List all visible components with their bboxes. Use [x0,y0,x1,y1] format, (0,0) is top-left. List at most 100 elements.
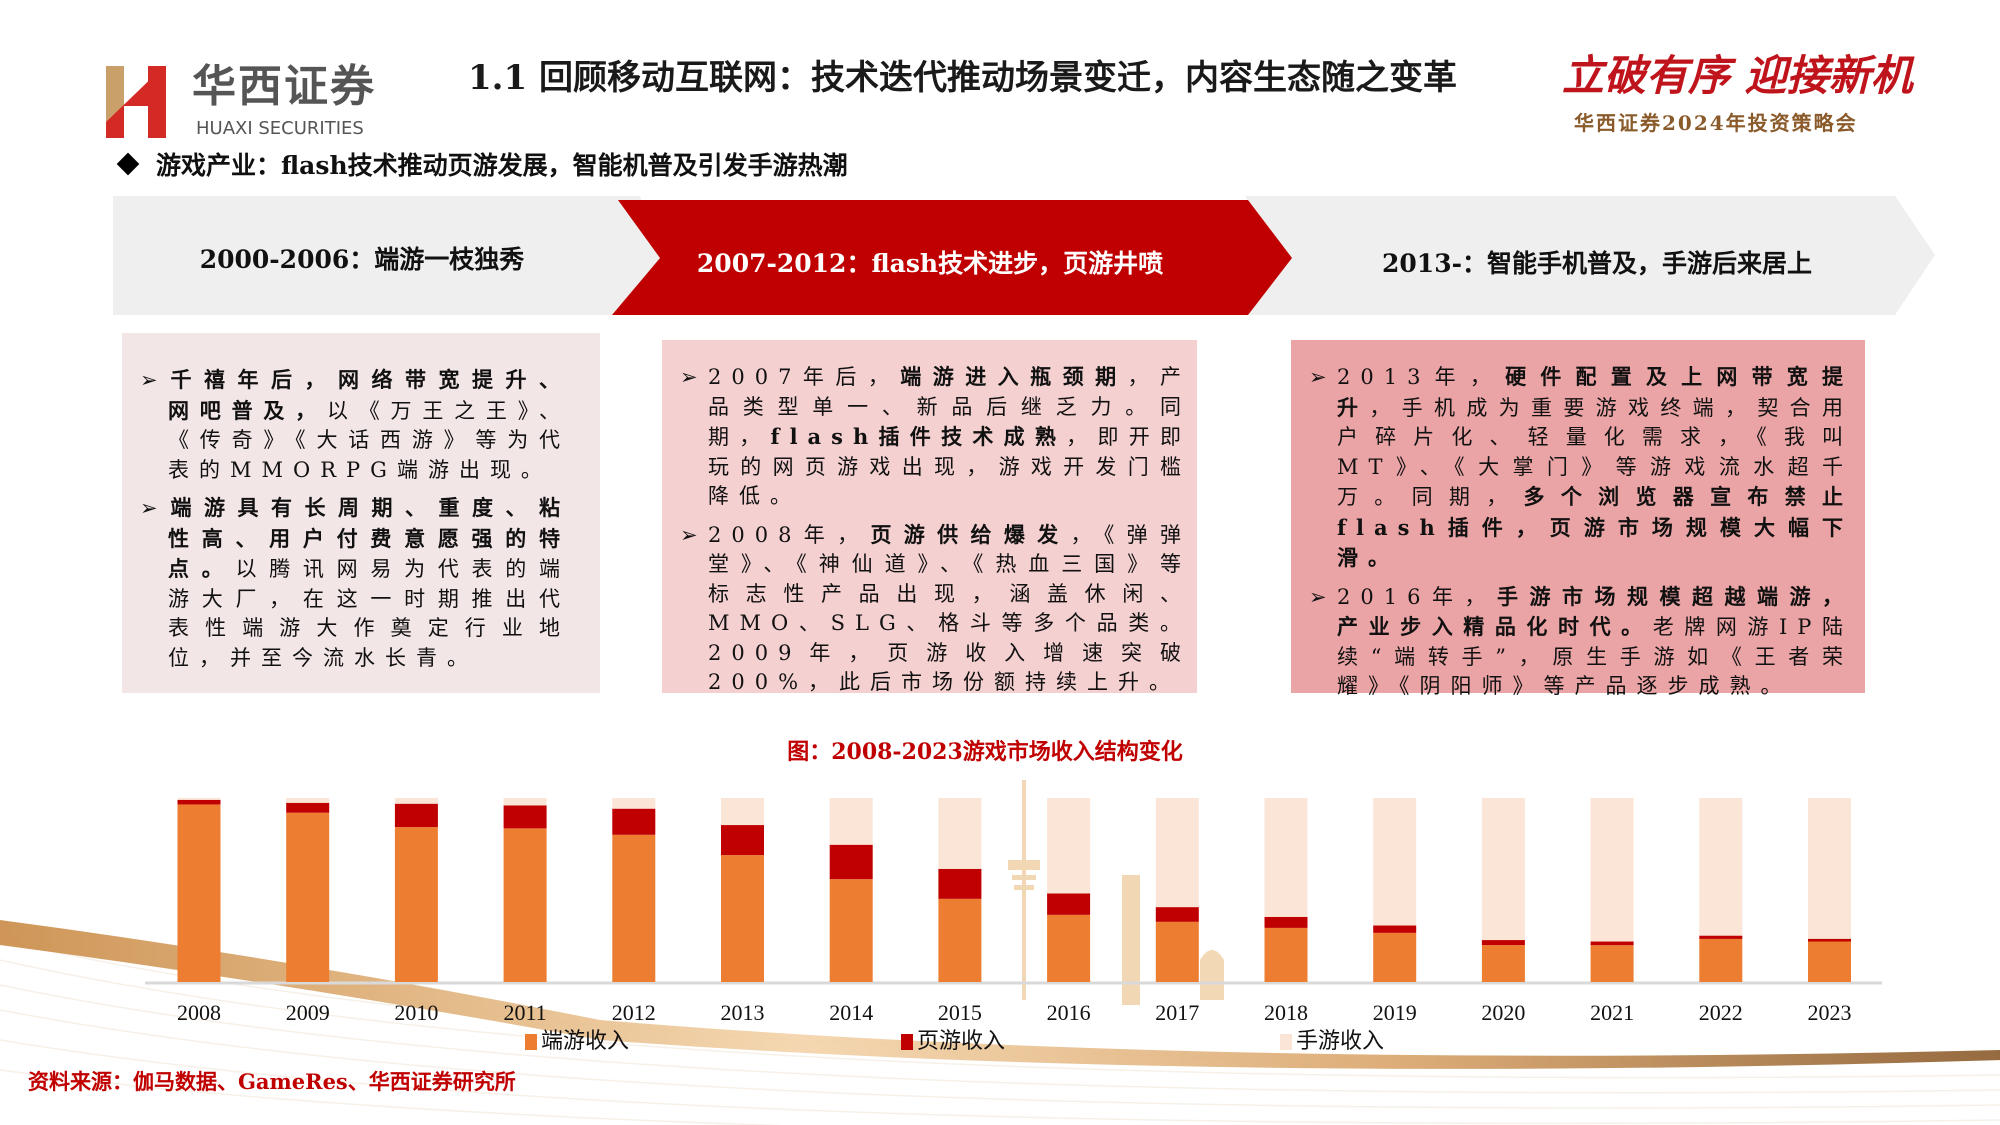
bullet-text: 2008年， [708,522,871,547]
bar-segment-pc-2011 [503,828,547,982]
x-tick-label: 2019 [1373,1000,1417,1025]
arrow-bullet-icon: ➢ [140,496,158,520]
bar-segment-pc-2012 [612,834,656,982]
arrow-bullet-icon: ➢ [1309,584,1327,609]
bar-segment-mobile-2014 [829,798,873,845]
slogan-sub: 华西证券2024年投资策略会 [1574,111,1858,135]
legend-item-mobile: 手游收入 [1280,1030,1384,1054]
bar-segment-pc-2021 [1590,945,1634,982]
bar-segment-mobile-2017 [1155,798,1199,908]
legend-swatch-web [901,1034,913,1050]
x-tick-label: 2015 [938,1000,982,1025]
bar-segment-mobile-2020 [1481,798,1525,941]
bar-segment-pc-2018 [1264,927,1308,982]
x-tick-label: 2023 [1808,1000,1852,1025]
bar-segment-mobile-2022 [1699,798,1743,936]
bar-segment-pc-2017 [1155,921,1199,982]
bullet-bold-text: 端游进入瓶颈期 [900,364,1128,389]
bullet-text: 以《万王之王》、《传奇》《大话西游》等为代表的MMORPG端游出现。 [168,398,571,482]
bullet-item: ➢ 端游具有长周期、重度、粘性高、用户付费意愿强的特点。以腾讯网易为代表的端游大厂… [140,493,570,673]
bullet-bold-text: 端游具有长周期、重度、粘性高、用户付费意愿强的特点。 [168,495,570,581]
x-tick-label: 2011 [504,1000,547,1025]
huaxi-h-logo-icon [106,66,166,138]
bar-segment-mobile-2013 [721,798,764,826]
bar-segment-web-2022 [1699,935,1743,939]
era-box-web-games: ➢ 2007年后，端游进入瓶颈期，产品类型单一、新品后继乏力。同期，flash插件… [662,340,1197,694]
slogan-main: 立破有序 迎接新机 [1562,51,1913,100]
bullet-bold-text: 手游市场规模超越端游，产业步入精品化时代。 [1337,583,1854,640]
legend-label: 手游收入 [1296,1029,1385,1054]
logo-text-cn: 华西证券 [192,61,376,112]
bar-segment-mobile-2010 [394,798,438,804]
arrow-bullet-icon: ➢ [680,365,698,389]
bar-segment-pc-2008 [177,804,221,982]
bar-segment-mobile-2018 [1264,798,1308,917]
bar-segment-pc-2016 [1047,914,1091,982]
bar-segment-web-2019 [1373,925,1417,933]
bullet-bold-text: 硬件配置及上网带宽提升 [1337,364,1854,420]
logo-text-en: HUAXI SECURITIES [196,118,364,139]
bullet-text: ，即开即玩的网页游戏出现，游戏开发门槛降低。 [708,425,1191,508]
bar-segment-pc-2020 [1481,945,1525,982]
bullet-text: ，手机成为重要游戏终端，契合用户碎片化、轻量化需求，《我叫MT》、《大掌门》等游… [1337,395,1854,510]
legend-swatch-pc [525,1034,537,1050]
subheading-text: 游戏产业：flash技术推动页游发展，智能机普及引发手游热潮 [156,151,848,180]
bar-segment-web-2011 [503,805,547,829]
x-tick-label: 2009 [286,1000,330,1025]
conference-slogan: 立破有序 迎接新机 华西证券2024年投资策略会 [1562,42,1942,136]
bar-segment-pc-2022 [1699,938,1743,982]
bar-segment-mobile-2008 [177,798,221,800]
bullet-item: ➢ 千禧年后，网络带宽提升、网吧普及，以《万王之王》、《传奇》《大话西游》等为代表… [140,365,570,485]
bar-segment-pc-2010 [394,827,438,982]
bar-segment-mobile-2015 [938,798,982,869]
page-title: 1.1 回顾移动互联网：技术迭代推动场景变迁，内容生态随之变革 [468,58,1457,98]
arrow-bullet-icon: ➢ [140,368,158,392]
bar-segment-web-2014 [829,844,873,880]
bar-segment-web-2020 [1481,940,1525,946]
bar-segment-web-2010 [394,803,438,828]
x-tick-label: 2021 [1590,1000,1634,1025]
section-subheading: 游戏产业：flash技术推动页游发展，智能机普及引发手游热潮 [116,146,848,182]
bar-segment-web-2015 [938,868,982,899]
x-tick-label: 2010 [394,1000,438,1025]
bullet-text: ，《弹弹堂》、《神仙道》、《热血三国》等标志性产品出现，涵盖休闲、MMO、SLG… [708,522,1192,695]
bullet-item: ➢ 2013年，硬件配置及上网带宽提升，手机成为重要游戏终端，契合用户碎片化、轻量… [1309,362,1853,574]
bullet-bold-text: 页游供给爆发 [870,521,1071,547]
bar-segment-web-2009 [286,802,330,813]
bullet-text: 2013年， [1337,365,1506,389]
bullet-item: ➢ 2016年，手游市场规模超越端游，产业步入精品化时代。老牌网游IP陆续“端转手… [1309,582,1853,702]
bullet-bold-text: 多个浏览器宣布禁止flash插件，页游市场规模大幅下滑。 [1337,484,1854,570]
bullet-text: 以腾讯网易为代表的端游大厂，在这一时期推出代表性端游大作奠定行业地位，并至今流水… [168,557,571,670]
bullet-item: ➢ 2008年，页游供给爆发，《弹弹堂》、《神仙道》、《热血三国》等标志性产品出现… [680,520,1191,698]
legend-item-web: 页游收入 [901,1030,1005,1054]
arrow-bullet-icon: ➢ [1309,365,1327,389]
era-box-mobile-games: ➢ 2013年，硬件配置及上网带宽提升，手机成为重要游戏终端，契合用户碎片化、轻量… [1291,340,1865,698]
arrow-bullet-icon: ➢ [680,522,698,547]
bullet-bold-text: 千禧年后，网络带宽提升、网吧普及， [168,367,570,423]
legend-swatch-mobile [1280,1034,1292,1050]
chart-title: 图：2008-2023游戏市场收入结构变化 [787,739,1183,765]
bullet-item: ➢ 2007年后，端游进入瓶颈期，产品类型单一、新品后继乏力。同期，flash插件… [680,362,1191,512]
bar-segment-pc-2013 [721,855,764,982]
bar-segment-pc-2015 [938,898,982,982]
bullet-text: ，产品类型单一、新品后继乏力。同期， [708,365,1192,449]
x-tick-label: 2018 [1264,1000,1308,1025]
bar-segment-mobile-2019 [1373,798,1417,926]
bar-segment-web-2016 [1047,893,1091,915]
bullet-text: 2016年， [1337,584,1497,609]
bar-segment-mobile-2023 [1808,798,1851,939]
bar-segment-web-2012 [612,808,656,835]
bar-segment-mobile-2021 [1590,798,1634,942]
bar-segment-web-2017 [1155,907,1199,922]
legend-label: 端游收入 [541,1029,630,1054]
source-note: 资料来源：伽马数据、GameRes、华西证券研究所 [28,1069,516,1094]
bar-segment-pc-2023 [1808,941,1851,982]
bar-segment-mobile-2009 [286,798,330,803]
x-tick-label: 2008 [177,1000,221,1025]
x-tick-label: 2020 [1481,1000,1525,1025]
legend-item-pc: 端游收入 [525,1030,629,1054]
era-box-pc-games: ➢ 千禧年后，网络带宽提升、网吧普及，以《万王之王》、《传奇》《大话西游》等为代表… [122,333,600,693]
huaxi-logo: 华西证券 HUAXI SECURITIES [104,62,404,142]
bar-segment-mobile-2016 [1047,798,1091,894]
